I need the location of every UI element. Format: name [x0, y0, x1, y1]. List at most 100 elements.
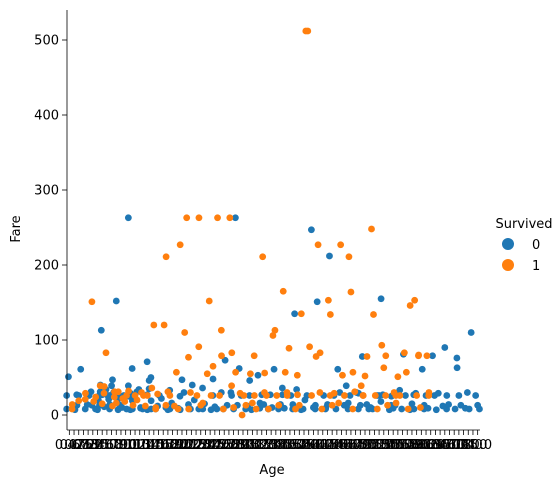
point-series-1-128: [380, 364, 388, 372]
point-series-1-55: [207, 392, 215, 399]
point-series-1-59: [217, 326, 225, 334]
x-tick-label-68: 53.0: [374, 438, 403, 453]
point-series-0-42: [180, 389, 188, 396]
point-series-1-82: [271, 326, 279, 334]
point-series-0-163: [465, 405, 473, 413]
point-series-0-158: [453, 364, 461, 372]
point-series-1-22: [125, 387, 132, 395]
x-tick-label-69: 54.0: [379, 438, 408, 453]
point-series-1-139: [404, 405, 412, 413]
point-series-1-42: [181, 329, 189, 336]
point-series-0-165: [467, 329, 475, 336]
x-tick-label-77: 61.0: [416, 438, 445, 453]
point-series-1-72: [248, 399, 256, 407]
x-tick-label-59: 45.0: [332, 438, 361, 453]
point-series-1-33: [154, 390, 162, 398]
point-series-0-152: [441, 344, 449, 351]
point-series-1-67: [232, 368, 240, 376]
point-series-0-169: [65, 373, 72, 381]
x-tick-label-6: 2.0: [87, 438, 108, 453]
x-tick-label-61: 46.0: [341, 438, 370, 453]
point-series-0-138: [408, 400, 416, 408]
x-tick-label-28: 22.0: [186, 438, 215, 453]
point-series-1-3: [81, 395, 89, 403]
point-series-0-149: [432, 406, 440, 414]
point-series-1-146: [423, 352, 431, 360]
x-tick-label-21: 16.0: [153, 438, 182, 453]
x-tick-label-64: 49.0: [355, 438, 384, 453]
point-series-0-164: [472, 392, 480, 399]
point-series-0-157: [453, 354, 461, 362]
point-series-0-81: [270, 365, 278, 373]
point-series-0-154: [443, 392, 451, 399]
points-layer: [63, 27, 483, 419]
x-tick-label-19: 14.5: [144, 438, 173, 453]
point-series-0-70: [246, 377, 254, 384]
point-series-0-123: [369, 405, 377, 413]
x-tick-label-73: 57.0: [397, 438, 426, 453]
x-tick-label-26: 20.5: [177, 438, 206, 453]
point-series-1-134: [392, 399, 400, 407]
point-series-0-89: [291, 310, 299, 318]
x-tick-label-86: 74.0: [458, 438, 487, 453]
point-series-0-147: [424, 404, 432, 412]
legend-marker-1: [502, 259, 514, 271]
point-series-0-137: [402, 392, 409, 399]
x-tick-label-84: 70.5: [449, 438, 478, 453]
point-series-1-107: [328, 401, 336, 409]
point-series-1-80: [269, 332, 277, 339]
point-series-0-12: [112, 297, 120, 305]
x-tick-label-75: 59.0: [407, 438, 436, 453]
point-series-1-73: [250, 352, 258, 360]
x-tick-label-34: 26.0: [214, 438, 243, 453]
point-series-0-28: [147, 397, 155, 405]
point-series-1-145: [417, 404, 424, 411]
point-series-1-53: [199, 399, 207, 407]
point-series-0-85: [280, 404, 288, 412]
point-series-1-137: [396, 392, 404, 399]
point-series-1-99: [308, 392, 315, 399]
x-tick-label-83: 70.0: [444, 438, 473, 453]
point-series-1-34: [160, 321, 168, 329]
point-series-1-92: [294, 391, 301, 399]
point-series-1-148: [425, 389, 433, 396]
x-tick-label-63: 48.0: [351, 438, 380, 453]
x-tick-label-53: 40.0: [304, 438, 333, 453]
point-series-1-124: [370, 311, 377, 318]
x-tick-label-49: 36.5: [285, 438, 314, 453]
x-tick-label-43: 32.5: [257, 438, 286, 453]
point-series-1-96: [304, 27, 312, 35]
point-series-1-114: [347, 288, 355, 296]
point-series-0-132: [396, 386, 404, 394]
x-tick-label-66: 51.0: [365, 438, 394, 453]
point-series-0-175: [77, 365, 85, 373]
point-series-1-46: [185, 405, 193, 413]
x-tick-label-10: 6.0: [106, 438, 127, 453]
point-series-0-9: [109, 376, 116, 384]
point-series-1-8: [92, 393, 100, 401]
point-series-1-50: [195, 214, 203, 222]
y-tick-label-1: 100: [34, 334, 59, 349]
x-tick-label-5: 1.0: [82, 438, 103, 453]
x-tick-label-31: 24.0: [200, 438, 229, 453]
x-tick-label-9: 5.0: [101, 438, 122, 453]
point-series-0-56: [213, 405, 221, 413]
point-series-0-179: [87, 388, 95, 396]
point-series-1-28: [148, 384, 156, 392]
point-series-0-199: [143, 358, 151, 366]
point-series-1-40: [172, 368, 180, 376]
point-series-1-127: [373, 405, 381, 413]
x-ticks: 0.420.670.750.830.921.02.03.04.05.06.07.…: [55, 430, 492, 453]
point-series-1-70: [246, 370, 254, 378]
point-series-1-129: [382, 392, 389, 399]
point-series-0-98: [311, 401, 319, 409]
x-tick-label-36: 28.0: [224, 438, 253, 453]
y-ticks: 0 100 200 300 400 500: [34, 34, 67, 424]
point-series-1-5: [88, 298, 96, 306]
point-series-1-95: [297, 310, 305, 318]
point-series-1-48: [193, 392, 201, 399]
legend: Survived 0 1: [495, 217, 552, 274]
point-series-1-130: [382, 352, 390, 360]
x-tick-label-74: 58.0: [402, 438, 431, 453]
